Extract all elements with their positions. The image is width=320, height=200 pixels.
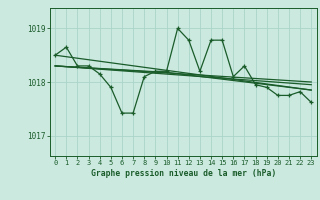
X-axis label: Graphe pression niveau de la mer (hPa): Graphe pression niveau de la mer (hPa) — [91, 169, 276, 178]
